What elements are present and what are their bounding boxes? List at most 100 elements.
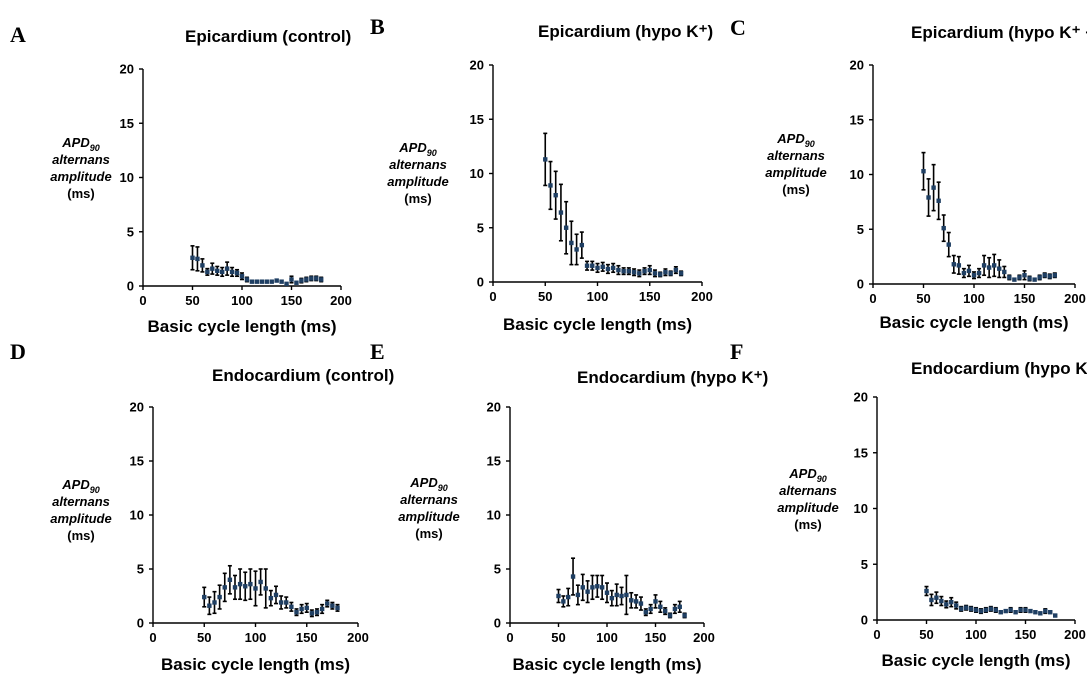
data-point [1003, 608, 1008, 614]
data-point [259, 279, 264, 284]
x-tick-label: 200 [693, 630, 715, 645]
y-tick-label: 10 [470, 166, 484, 181]
data-point [981, 263, 987, 268]
data-point [294, 280, 299, 285]
y-tick-label: 0 [857, 277, 864, 292]
x-tick-label: 150 [281, 293, 303, 308]
data-point [1007, 275, 1012, 280]
y-axis-label-line: amplitude [387, 174, 448, 189]
y-axis-label-line: APD90 [409, 475, 447, 493]
data-point [237, 581, 243, 587]
x-axis-label-c: Basic cycle length (ms) [880, 313, 1069, 332]
data-point [569, 240, 574, 246]
data-point [672, 606, 678, 612]
data-point [934, 595, 939, 600]
data-point [978, 608, 984, 614]
y-tick-label: 5 [861, 557, 868, 572]
data-point [1008, 607, 1013, 613]
data-point [314, 610, 320, 615]
panel-letter-a: A [10, 22, 26, 47]
data-point [1052, 273, 1057, 278]
data-point [986, 265, 992, 270]
y-tick-label: 15 [850, 112, 864, 127]
data-point [220, 269, 225, 275]
data-point [931, 185, 936, 190]
data-point [1013, 609, 1018, 615]
x-tick-label: 0 [489, 289, 496, 304]
data-point [595, 265, 600, 271]
data-point [643, 610, 648, 615]
data-point [638, 601, 644, 606]
data-point [289, 604, 294, 609]
data-point [553, 193, 558, 198]
y-tick-label: 10 [130, 508, 144, 523]
data-point [604, 590, 610, 595]
data-point [284, 600, 289, 605]
data-point [1022, 273, 1027, 278]
x-tick-label: 50 [916, 291, 930, 306]
data-point [274, 278, 279, 283]
data-point [244, 277, 250, 282]
y-axis-label-line: (ms) [67, 528, 94, 543]
data-point [971, 273, 977, 278]
data-point [939, 598, 944, 604]
data-point [966, 268, 972, 274]
data-point [1042, 273, 1047, 278]
data-point [629, 598, 634, 603]
y-axis-label-line: (ms) [67, 186, 94, 201]
x-tick-label: 0 [139, 293, 146, 308]
x-axis-label-b: Basic cycle length (ms) [503, 315, 692, 334]
x-tick-label: 150 [296, 630, 318, 645]
data-point [232, 585, 238, 590]
y-axis-label-a: APD90 alternans amplitude (ms) [50, 135, 111, 201]
data-point [543, 157, 548, 162]
data-point [616, 267, 621, 273]
data-point [673, 267, 679, 273]
data-point [227, 577, 233, 582]
y-axis-label-c: APD90 alternans amplitude (ms) [765, 131, 826, 197]
panel-title-d: Endocardium (control) [212, 366, 394, 385]
data-point [584, 263, 590, 268]
data-point [243, 584, 248, 589]
y-tick-label: 10 [854, 501, 868, 516]
panel-letter-d: D [10, 339, 26, 364]
data-point [207, 603, 212, 608]
y-tick-label: 15 [470, 112, 484, 127]
y-axis-label-line: APD90 [776, 131, 814, 149]
data-point [229, 269, 235, 275]
panel-letter-b: B [370, 14, 385, 39]
data-point [556, 593, 561, 599]
data-point [210, 266, 215, 271]
data-point [579, 242, 585, 248]
data-point [590, 585, 595, 590]
data-point [217, 594, 222, 600]
data-point [951, 262, 956, 267]
data-point [983, 607, 989, 613]
data-point [258, 579, 263, 585]
y-axis-label-b: APD90 alternans amplitude (ms) [387, 140, 448, 206]
data-point [1043, 608, 1048, 614]
data-point [273, 592, 279, 598]
x-axis-label-f: Basic cycle length (ms) [882, 651, 1071, 670]
data-point [299, 278, 304, 283]
data-point [652, 271, 658, 276]
y-axis-label-line: alternans [767, 148, 825, 163]
x-axis-label-e: Basic cycle length (ms) [513, 655, 702, 674]
data-point [993, 607, 998, 613]
y-axis-label-line: APD90 [61, 477, 99, 495]
data-point [936, 198, 941, 203]
data-point [254, 279, 260, 284]
data-point [926, 195, 931, 200]
y-axis-label-e: APD90 alternans amplitude (ms) [398, 475, 459, 541]
data-point [202, 594, 207, 600]
y-axis-label-line: (ms) [794, 517, 821, 532]
y-axis-label-line: APD90 [398, 140, 436, 158]
data-point [234, 270, 240, 276]
x-tick-label: 100 [596, 630, 618, 645]
panel-letter-f: F [730, 339, 743, 364]
x-tick-label: 200 [1064, 627, 1086, 642]
data-point [1018, 607, 1023, 613]
data-point [668, 271, 673, 276]
